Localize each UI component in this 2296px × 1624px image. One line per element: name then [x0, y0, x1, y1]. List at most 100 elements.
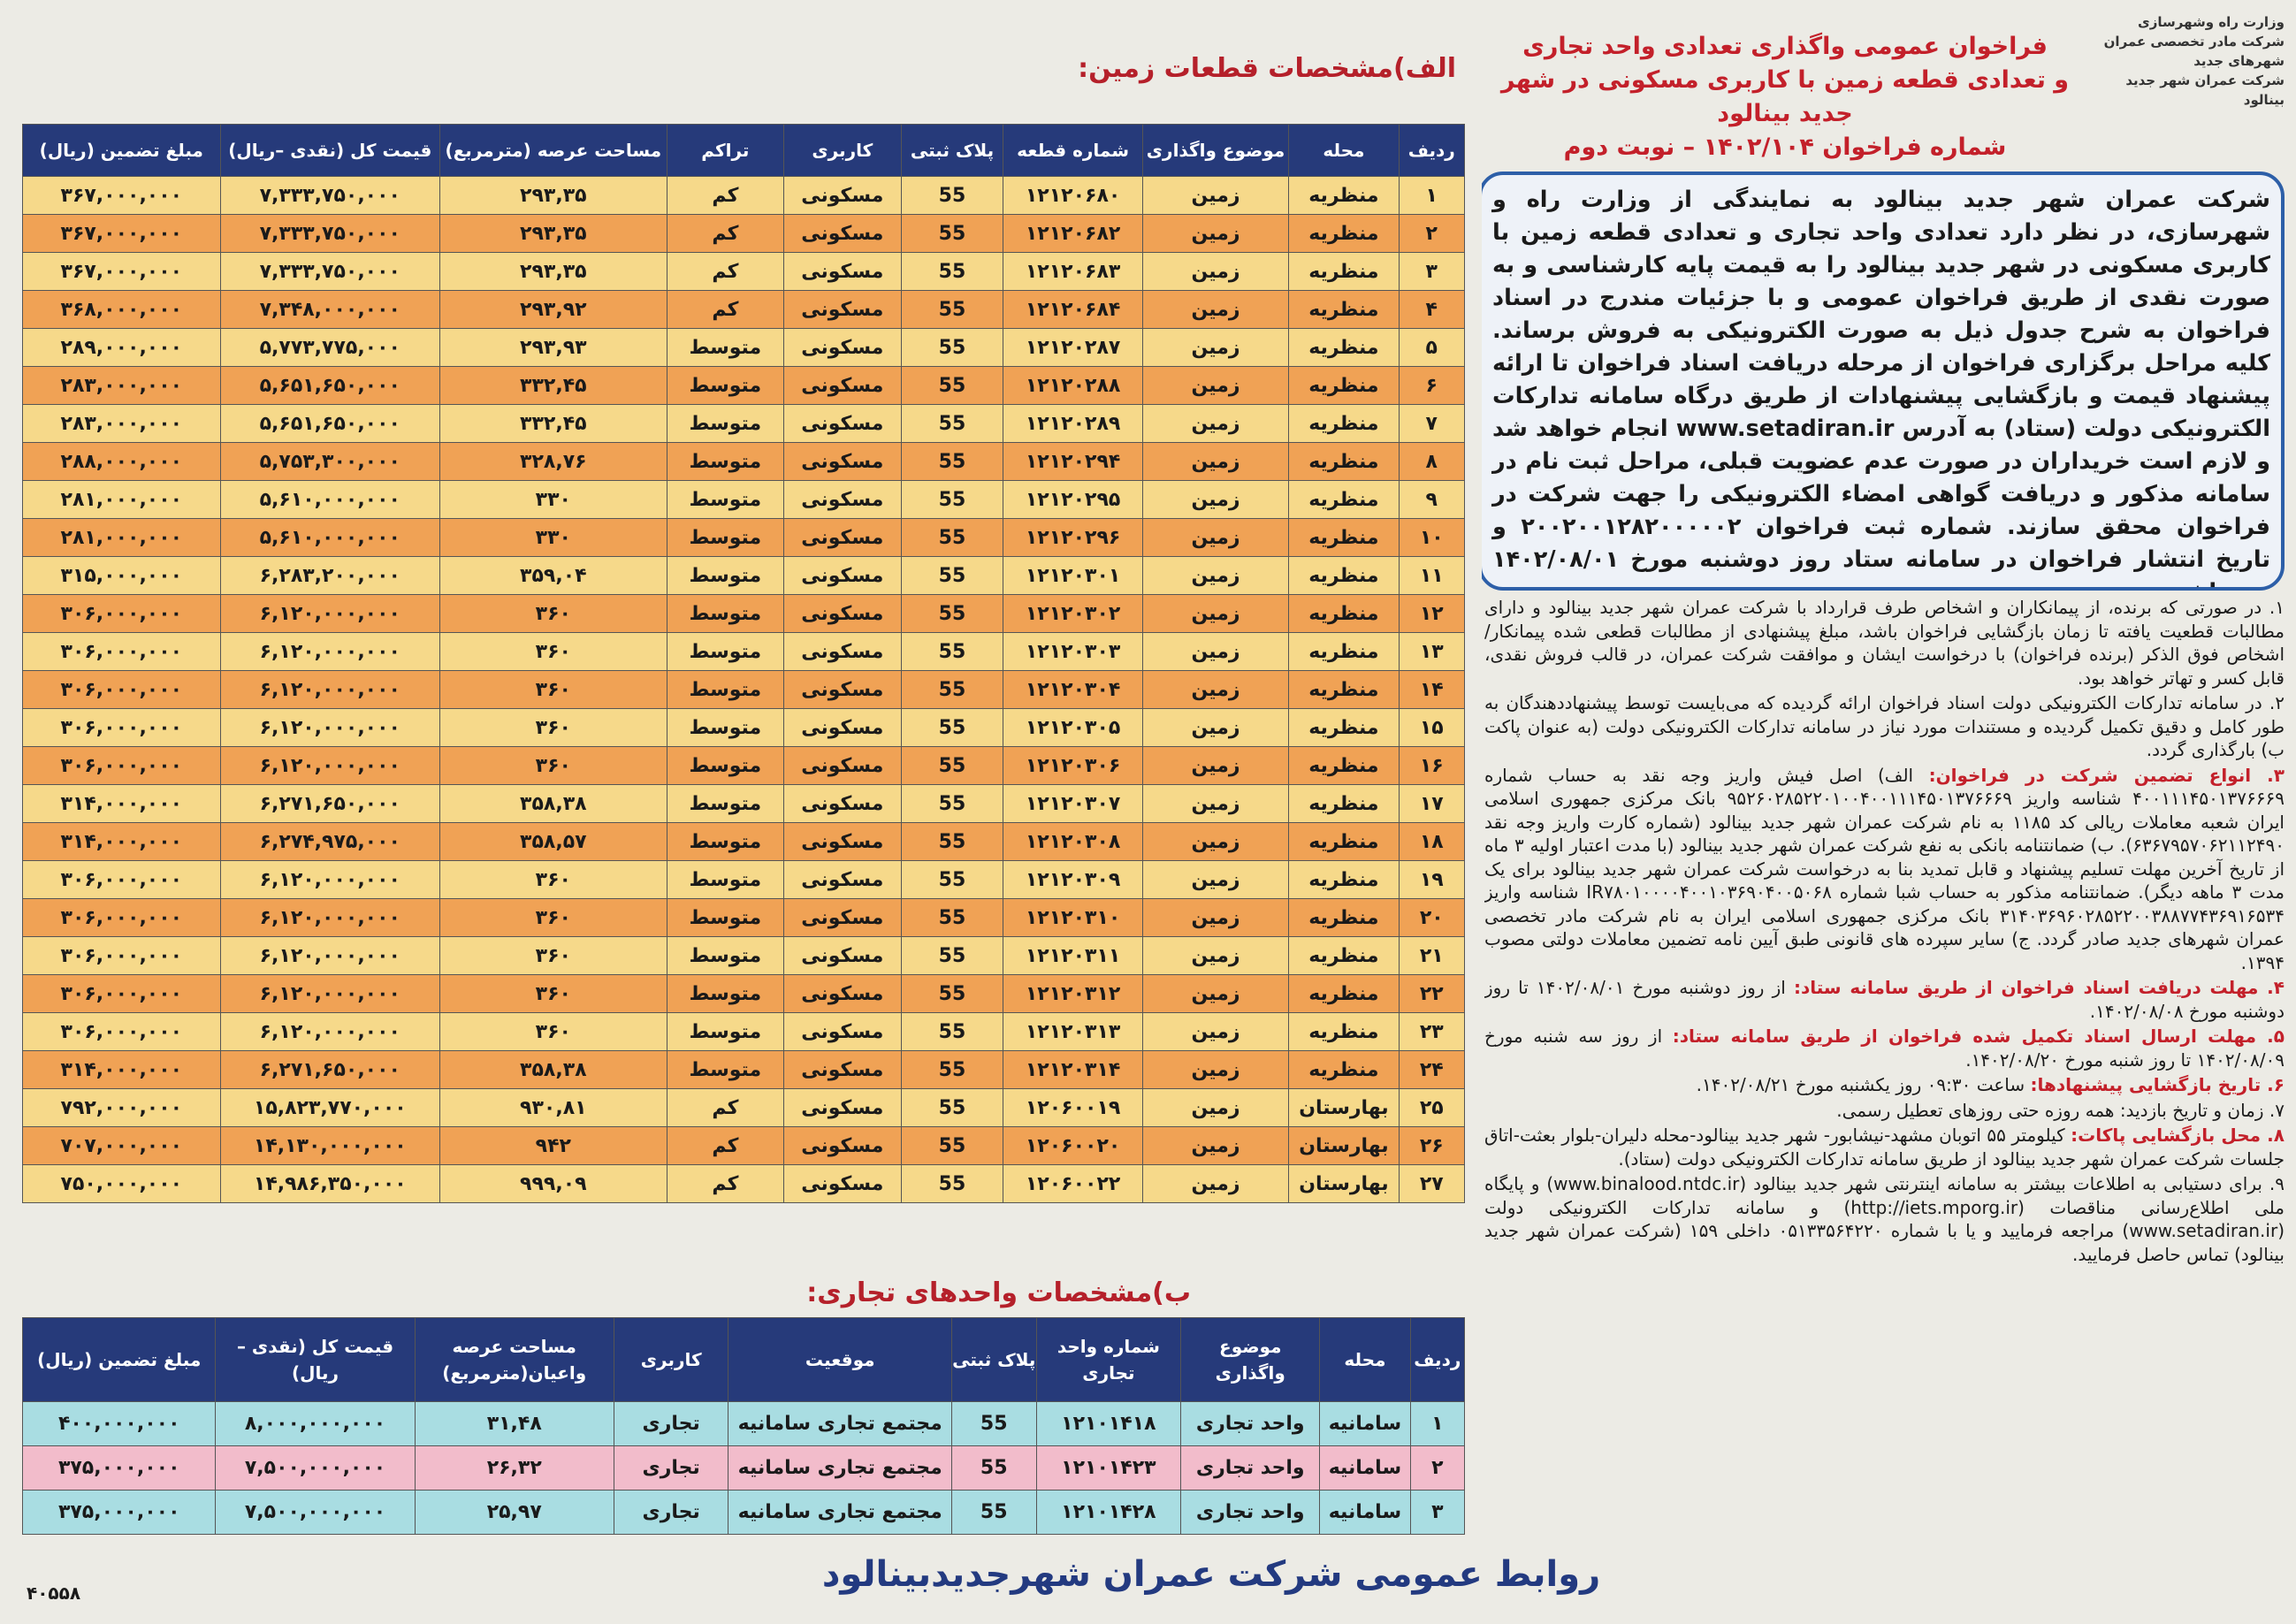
table-cell: ۱۲ [1398, 594, 1465, 633]
table-cell: ۱۲۱۲۰۳۱۰ [1003, 898, 1143, 937]
table-row: ۲۶ بهارستان زمین ۱۲۰۶۰۰۲۰ 55 مسکونی کم ۹۴۲ ۱۴,۱۳… [22, 1126, 1465, 1165]
table-cell: 55 [900, 404, 1004, 443]
table-cell: منظریه [1288, 176, 1400, 215]
logo-text: وزارت راه وشهرسازی شرکت مادر تخصصی عمران … [2081, 12, 2285, 110]
table-cell: ۱۲۱۲۰۲۹۵ [1003, 480, 1143, 519]
logo-line: شرکت عمران شهر جدید بینالود [2125, 72, 2285, 108]
table-cell: ۲۸۱,۰۰۰,۰۰۰ [22, 480, 221, 519]
logo-line: وزارت راه وشهرسازی [2138, 14, 2285, 30]
column-header: شماره قطعه [1003, 124, 1143, 177]
table-row: ۱۸ منظریه زمین ۱۲۱۲۰۳۰۸ 55 مسکونی متوسط ۳۵۸,۵۷ ۶… [22, 822, 1465, 861]
table-cell: مسکونی [783, 366, 902, 405]
table-cell: ۹۴۲ [439, 1126, 667, 1165]
table-cell: زمین [1141, 442, 1290, 481]
table-cell: کم [666, 290, 785, 329]
table-cell: متوسط [666, 480, 785, 519]
table-cell: زمین [1141, 404, 1290, 443]
table-cell: مسکونی [783, 632, 902, 671]
table-row: ۳ سامانیه واحد تجاری ۱۲۱۰۱۴۲۸ 55 مجتمع تجاری … [22, 1490, 1465, 1535]
table-cell: ۱۲۱۲۰۲۸۹ [1003, 404, 1143, 443]
table-cell: 55 [900, 1164, 1004, 1203]
table-row: ۲ سامانیه واحد تجاری ۱۲۱۰۱۴۲۳ 55 مجتمع تجاری … [22, 1445, 1465, 1491]
table-cell: سامانیه [1319, 1445, 1411, 1491]
table-cell: مسکونی [783, 518, 902, 557]
table-cell: زمین [1141, 1050, 1290, 1089]
table-cell: ۲۷ [1398, 1164, 1465, 1203]
table-cell: 55 [900, 1126, 1004, 1165]
table-cell: سامانیه [1319, 1490, 1411, 1535]
table-cell: ۵,۶۵۱,۶۵۰,۰۰۰ [219, 404, 440, 443]
table-cell: زمین [1141, 1088, 1290, 1127]
table-row: ۱۳ منظریه زمین ۱۲۱۲۰۳۰۳ 55 مسکونی متوسط ۳۶۰ ۶,۱۲… [22, 632, 1465, 671]
condition-heading: ۸. محل بازگشایی پاکات: [2071, 1125, 2285, 1146]
table-cell: ۲۱ [1398, 936, 1465, 975]
table-cell: ۱۱ [1398, 556, 1465, 595]
table-cell: ۱۹ [1398, 860, 1465, 899]
table-cell: متوسط [666, 860, 785, 899]
table-cell: ۳۰۶,۰۰۰,۰۰۰ [22, 936, 221, 975]
table-cell: ۱ [1409, 1401, 1465, 1446]
table-cell: ۲۵,۹۷ [414, 1490, 614, 1535]
table-cell: کم [666, 1126, 785, 1165]
ad-code: ۴۰۵۵۸ [27, 1582, 81, 1604]
table-cell: متوسط [666, 974, 785, 1013]
table-cell: زمین [1141, 518, 1290, 557]
table-cell: ۱۴ [1398, 670, 1465, 709]
table-cell: ۳۳۲,۴۵ [439, 404, 667, 443]
column-header: کاربری [613, 1317, 729, 1402]
table-cell: ۶,۲۸۳,۲۰۰,۰۰۰ [219, 556, 440, 595]
condition-item: ۳. انواع تضمین شرکت در فراخوان: الف) اصل… [1484, 764, 2285, 975]
table-cell: ۶,۱۲۰,۰۰۰,۰۰۰ [219, 974, 440, 1013]
table-cell: ۱۳ [1398, 632, 1465, 671]
table-cell: ۵,۷۵۳,۳۰۰,۰۰۰ [219, 442, 440, 481]
table-cell: ۷ [1398, 404, 1465, 443]
table-cell: واحد تجاری [1180, 1490, 1321, 1535]
table-cell: ۳۶۰ [439, 708, 667, 747]
table-cell: 55 [900, 366, 1004, 405]
table-cell: ۳۶۰ [439, 898, 667, 937]
table-cell: ۱ [1398, 176, 1465, 215]
table-cell: منظریه [1288, 860, 1400, 899]
table-cell: 55 [900, 328, 1004, 367]
table-cell: ۳۱۵,۰۰۰,۰۰۰ [22, 556, 221, 595]
table-cell: ۵,۷۷۳,۷۷۵,۰۰۰ [219, 328, 440, 367]
table-cell: ۱۲۱۲۰۳۰۲ [1003, 594, 1143, 633]
table-cell: کم [666, 1088, 785, 1127]
table-cell: منظریه [1288, 784, 1400, 823]
header-row: ردیف محله موضوع واگذاری شماره قطعه پلاک ثبتی… [22, 124, 1465, 177]
table-cell: بهارستان [1288, 1126, 1400, 1165]
table-cell: مسکونی [783, 1012, 902, 1051]
table-row: ۱ سامانیه واحد تجاری ۱۲۱۰۱۴۱۸ 55 مجتمع تجاری … [22, 1401, 1465, 1446]
title-line: شماره فراخوان ۱۴۰۲/۱۰۴ – نوبت دوم [1563, 133, 2007, 161]
table-cell: زمین [1141, 176, 1290, 215]
table-cell: مسکونی [783, 784, 902, 823]
table-cell: ۳۳۰ [439, 518, 667, 557]
table-cell: زمین [1141, 594, 1290, 633]
table-cell: مجتمع تجاری سامانیه [728, 1445, 952, 1491]
table-cell: ۶,۱۲۰,۰۰۰,۰۰۰ [219, 1012, 440, 1051]
title-line: و تعدادی قطعه زمین با کاربری مسکونی در ش… [1500, 66, 2070, 127]
table-cell: بهارستان [1288, 1164, 1400, 1203]
table-b-wrap: ردیف محله موضوع واگذاری شماره واحد تجاری پلا… [22, 1317, 1465, 1538]
table-cell: 55 [900, 746, 1004, 785]
table-cell: ۲ [1409, 1445, 1465, 1491]
column-header: موضوع واگذاری [1180, 1317, 1321, 1402]
column-header: موقعیت [728, 1317, 952, 1402]
table-cell: مسکونی [783, 670, 902, 709]
column-header: قیمت کل (نقدی –ریال) [215, 1317, 416, 1402]
column-header: قیمت کل (نقدی –ریال) [219, 124, 440, 177]
table-cell: زمین [1141, 556, 1290, 595]
conditions: ۱. در صورتی که برنده، از پیمانکاران و اش… [1484, 596, 2285, 1551]
table-cell: منظریه [1288, 670, 1400, 709]
table-cell: منظریه [1288, 708, 1400, 747]
table-cell: منظریه [1288, 252, 1400, 291]
table-cell: مسکونی [783, 214, 902, 253]
table-cell: ۲۸۹,۰۰۰,۰۰۰ [22, 328, 221, 367]
table-cell: منظریه [1288, 480, 1400, 519]
title-line: فراخوان عمومی واگذاری تعدادی واحد تجاری [1522, 33, 2048, 60]
table-cell: متوسط [666, 898, 785, 937]
table-cell: ۲۸۸,۰۰۰,۰۰۰ [22, 442, 221, 481]
table-cell: ۱۲۱۲۰۳۰۱ [1003, 556, 1143, 595]
table-row: ۸ منظریه زمین ۱۲۱۲۰۲۹۴ 55 مسکونی متوسط ۳۲۸,۷۶ ۵,… [22, 442, 1465, 481]
